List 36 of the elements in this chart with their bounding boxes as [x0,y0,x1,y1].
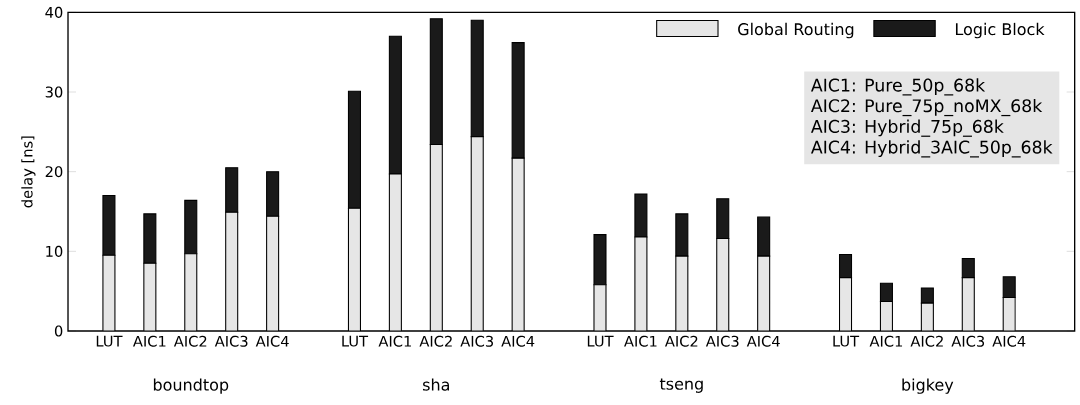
y-axis-title: delay [ns] [21,136,36,208]
y-tick-label: 20 [45,166,63,178]
x-tick-label: AIC3 [214,335,248,347]
x-tick-label: LUT [833,335,860,347]
x-tick-label: AIC2 [419,335,452,347]
x-tick-label: AIC1 [132,335,166,347]
annotation: AIC4: Hybrid_3AIC_50p_68k [810,140,1053,158]
x-tick-label: LUT [587,335,614,347]
text: tseng [659,378,703,393]
y-tick-label: 0 [54,325,63,337]
x-tick-label: AIC1 [869,335,903,347]
y-tick-label: 40 [45,6,63,18]
x-tick-label: AIC4 [992,335,1026,347]
x-tick-label: AIC4 [255,335,289,347]
text: boundtop [153,378,229,394]
x-tick-label: AIC3 [705,335,739,347]
legend-label: Logic Block [955,22,1045,39]
text: bigkey [902,378,954,394]
x-tick-label: AIC1 [378,335,411,347]
x-tick-label: AIC4 [746,335,780,347]
x-tick-label: AIC2 [173,335,207,347]
x-tick-label: LUT [342,335,369,347]
annotation: AIC1: Pure_50p_68k [810,78,986,96]
x-tick-label: LUT [96,335,123,347]
annotation: AIC2: Pure_75p_noMX_68k [810,98,1043,117]
x-tick-label: AIC1 [624,335,657,347]
x-tick-label: AIC4 [501,335,535,347]
annotation: AIC3: Hybrid_75p_68k [810,119,1004,137]
x-tick-label: AIC2 [910,335,943,347]
text: sha [423,378,449,391]
y-tick-label: 30 [45,86,63,98]
y-tick-label: 10 [46,245,63,257]
x-tick-label: AIC3 [951,335,985,347]
x-tick-label: AIC3 [460,335,494,347]
legend-label: Global Routing [738,22,854,39]
x-tick-label: AIC2 [664,335,698,347]
